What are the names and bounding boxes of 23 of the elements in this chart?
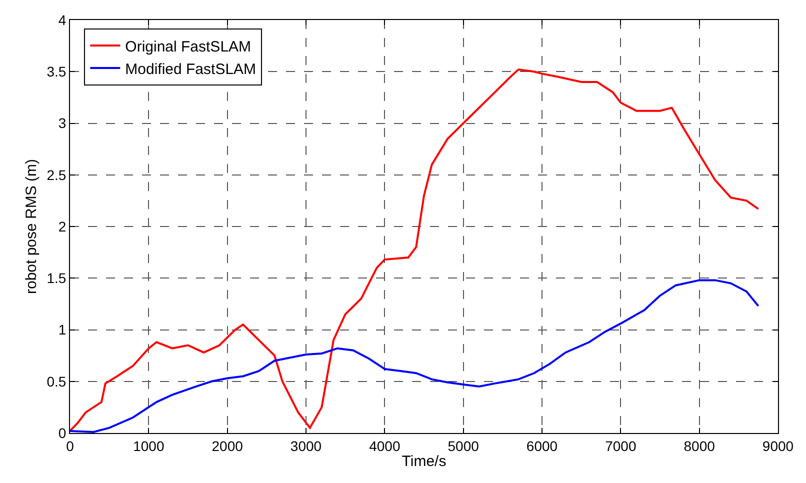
x-tick-label: 9000	[762, 438, 794, 454]
y-tick-label: 3.5	[46, 64, 66, 80]
y-tick-label: 2.5	[46, 166, 66, 183]
y-tick-label: 0	[58, 424, 66, 441]
y-tick-label: 1	[58, 322, 66, 338]
x-tick-label: 5000	[448, 438, 480, 454]
y-tick-label: 2	[58, 218, 66, 234]
x-tick-label: 3000	[290, 438, 322, 454]
x-axis-title: Time/s	[402, 452, 446, 470]
x-tick-label: 6000	[526, 438, 558, 454]
line-series	[70, 279, 760, 433]
x-tick-label: 4000	[369, 438, 400, 454]
x-tick-label: 7000	[605, 438, 636, 454]
legend-label: Modified FastSLAM	[125, 60, 256, 78]
x-tick-label: 8000	[684, 438, 716, 454]
x-tick-label: 2000	[212, 438, 244, 454]
y-axis-title: robot pose RMS (m)	[22, 158, 40, 294]
y-tick-label: 0.5	[46, 373, 66, 390]
x-tick-label: 1000	[133, 438, 164, 454]
y-tick-label: 3	[58, 115, 66, 132]
legend-label: Original FastSLAM	[125, 38, 252, 56]
y-tick-label: 1.5	[46, 270, 66, 286]
y-tick-label: 4	[58, 12, 66, 28]
